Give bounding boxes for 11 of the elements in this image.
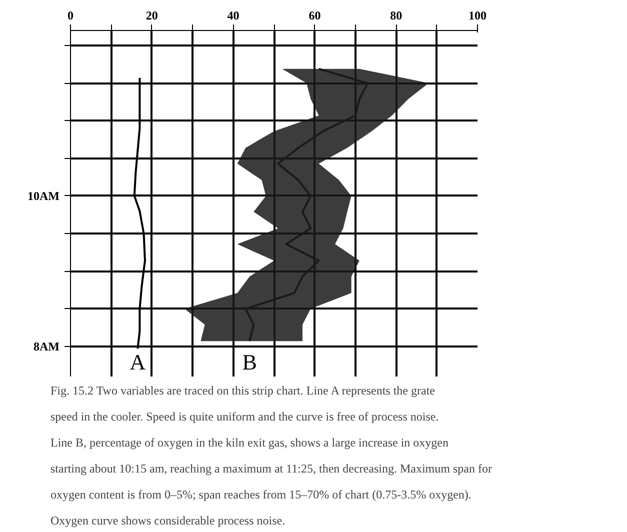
x-tick-label: 20 bbox=[146, 8, 158, 22]
x-tick-label: 0 bbox=[68, 8, 74, 22]
x-tick-label: 80 bbox=[390, 8, 402, 22]
series-label: A bbox=[130, 350, 146, 374]
caption: Fig. 15.2 Two variables are traced on this strip chart. Line A represents the grate speed in the cooler. Speed is quite uniform and the curve is free of process noise. Line B, percentage of oxygen in the kiln exit gas, shows a large increase in oxygen starting about 10:15 am, reaching a maximum at 11:25, then decreasing. Maximum span for oxygen content is from 0–5%; span reaches from 15–70% of chart (0.75-3.5% oxygen). Oxygen curve shows considerable process noise. bbox=[50, 384, 492, 528]
y-tick-label: 10AM bbox=[28, 188, 60, 203]
x-tick-label: 40 bbox=[227, 8, 240, 22]
x-tick-label: 100 bbox=[468, 8, 486, 22]
x-tick-label: 60 bbox=[308, 8, 321, 22]
series-label: B bbox=[242, 350, 257, 374]
y-tick-label: 8AM bbox=[34, 339, 60, 354]
